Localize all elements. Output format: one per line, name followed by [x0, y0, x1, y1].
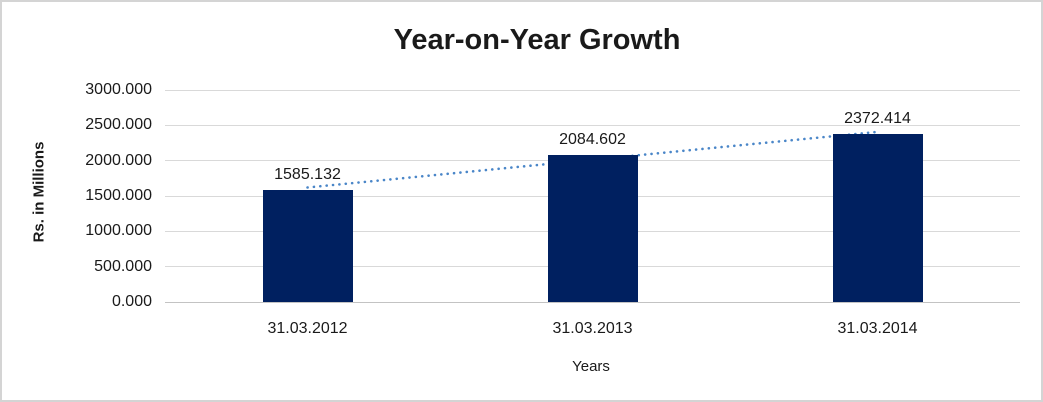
bar — [547, 154, 638, 302]
x-tick-label: 31.03.2013 — [552, 320, 633, 337]
y-tick-label: 500.000 — [94, 257, 152, 275]
y-tick-label: 1000.000 — [85, 222, 152, 240]
y-axis-title: Rs. in Millions — [30, 141, 48, 243]
y-tick-label: 1500.000 — [85, 187, 152, 204]
y-tick-label: 2500.000 — [85, 116, 152, 134]
x-tick-label: 31.03.2014 — [837, 320, 918, 337]
x-tick-label: 31.03.2012 — [267, 320, 348, 337]
gridline — [165, 89, 1020, 91]
x-axis-line — [165, 301, 1020, 303]
bar-data-label: 1585.132 — [274, 165, 341, 183]
bar — [832, 134, 923, 302]
x-axis-title: Years — [572, 358, 610, 375]
y-tick-label: 0.000 — [111, 293, 152, 310]
bar-data-label: 2372.414 — [844, 110, 911, 128]
y-tick-label: 2000.000 — [85, 151, 152, 169]
bar-data-label: 2084.602 — [559, 130, 626, 148]
y-tick-label: 3000.000 — [85, 81, 152, 98]
trendline — [306, 130, 879, 189]
chart-title: Year-on-Year Growth — [393, 24, 681, 56]
gridline — [165, 124, 1020, 126]
bar — [262, 189, 353, 302]
